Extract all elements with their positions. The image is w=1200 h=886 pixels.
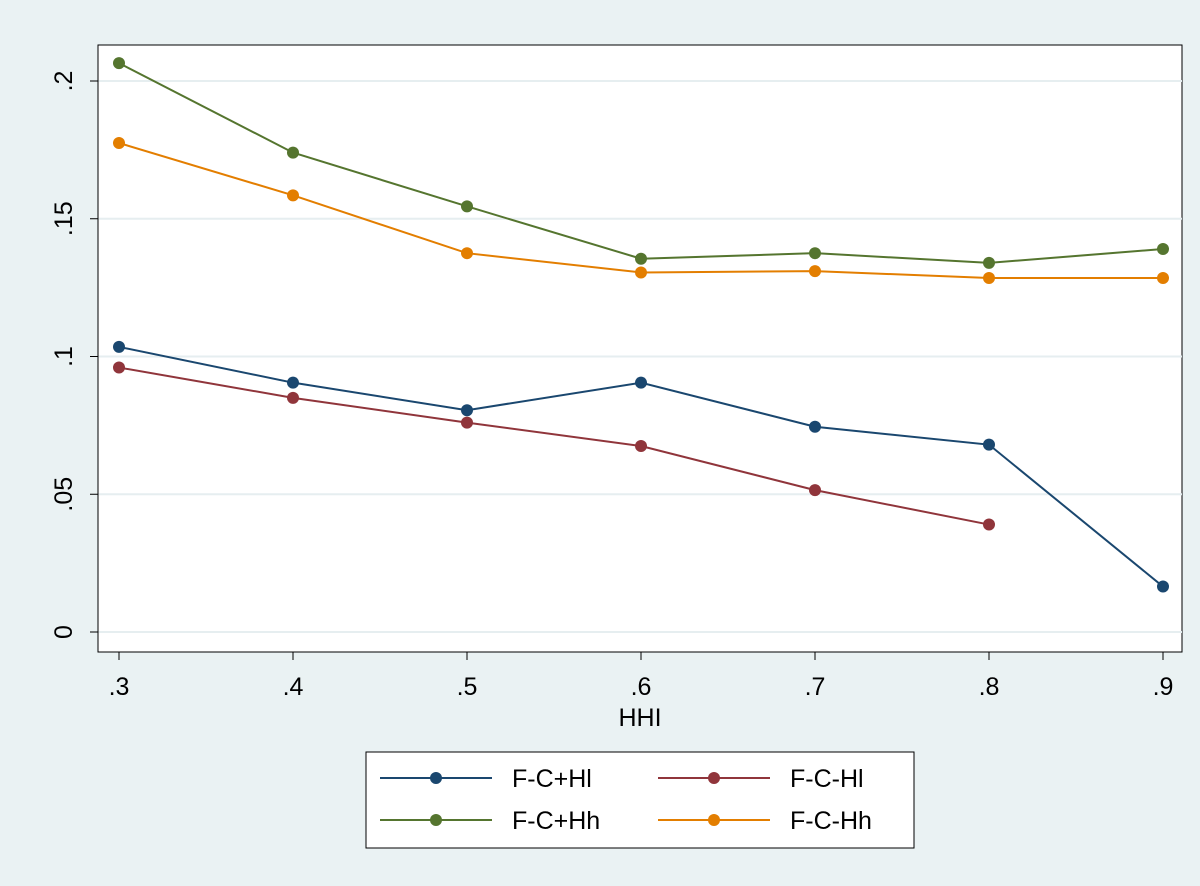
data-point xyxy=(461,247,473,260)
legend-box xyxy=(365,751,915,849)
series-0 xyxy=(113,340,1169,593)
legend-label: F-C-Hh xyxy=(790,807,872,835)
data-point xyxy=(113,57,125,70)
legend-label: F-C+Hl xyxy=(512,765,592,793)
legend-item: F-C-Hh xyxy=(658,807,872,835)
x-axis-label: HHI xyxy=(618,704,661,732)
data-point xyxy=(1157,271,1169,284)
x-tick-label: .3 xyxy=(109,673,130,701)
data-point xyxy=(809,420,821,433)
series-3 xyxy=(113,136,1169,284)
data-point xyxy=(809,484,821,497)
data-point xyxy=(461,404,473,417)
x-tick-label: .8 xyxy=(979,673,1000,701)
y-tick-label: .15 xyxy=(50,201,78,236)
data-point xyxy=(635,266,647,279)
y-tick-label: .05 xyxy=(50,477,78,512)
y-tick-label: .1 xyxy=(50,346,78,367)
grid-lines xyxy=(98,80,1182,633)
data-point xyxy=(287,391,299,404)
series-1 xyxy=(113,361,995,531)
legend: F-C+Hl F-C-Hl F-C+Hh F-C-Hh xyxy=(365,751,915,849)
legend-swatch-marker xyxy=(708,814,720,826)
data-point xyxy=(635,252,647,265)
data-point xyxy=(287,189,299,202)
legend-label: F-C-Hl xyxy=(790,765,864,793)
y-tick-label: .2 xyxy=(50,71,78,92)
data-point xyxy=(983,256,995,269)
x-tick-label: .4 xyxy=(283,673,304,701)
legend-label: F-C+Hh xyxy=(512,807,600,835)
data-point xyxy=(809,247,821,260)
data-point xyxy=(1157,580,1169,593)
x-tick-label: .5 xyxy=(457,673,478,701)
data-point xyxy=(113,340,125,353)
x-tick-label: .9 xyxy=(1153,673,1174,701)
data-point xyxy=(287,146,299,159)
x-tick-label: .6 xyxy=(631,673,652,701)
data-point xyxy=(113,136,125,149)
legend-swatch-marker xyxy=(708,772,720,784)
series-2 xyxy=(113,57,1169,269)
y-tick-label: 0 xyxy=(50,625,78,639)
data-point xyxy=(983,438,995,451)
data-point xyxy=(1157,243,1169,256)
data-point xyxy=(287,376,299,389)
series-line xyxy=(118,366,990,526)
axes xyxy=(97,45,1182,653)
data-point xyxy=(809,265,821,278)
data-point xyxy=(461,416,473,429)
legend-item: F-C+Hl xyxy=(380,765,592,793)
data-point xyxy=(461,200,473,213)
data-point xyxy=(635,440,647,453)
data-point xyxy=(113,361,125,374)
data-point xyxy=(983,518,995,531)
legend-item: F-C-Hl xyxy=(658,765,864,793)
legend-swatch-marker xyxy=(430,814,442,826)
data-point xyxy=(983,271,995,284)
data-point xyxy=(635,376,647,389)
x-tick-label: .7 xyxy=(805,673,826,701)
legend-swatch-marker xyxy=(430,772,442,784)
tick-labels: 0 .05 .1 .15 .2 .3 .4 .5 .6 .7 .8 .9 xyxy=(50,71,1173,701)
data-series xyxy=(113,57,1169,593)
legend-item: F-C+Hh xyxy=(380,807,600,835)
